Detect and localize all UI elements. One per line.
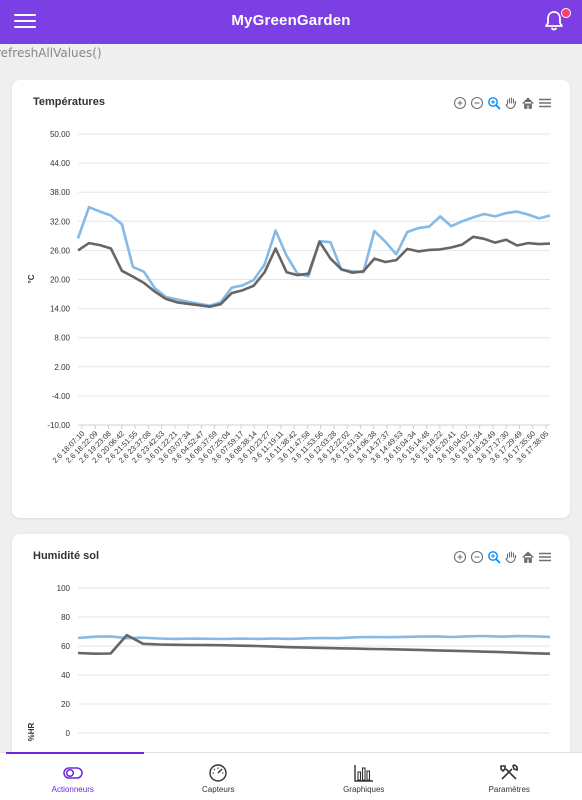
y-tick-label: 20	[61, 700, 70, 709]
hamburger-menu-icon[interactable]	[14, 14, 36, 30]
nav-tab-graphiques[interactable]: Graphiques	[291, 753, 437, 800]
y-tick-label: 40	[61, 671, 70, 680]
nav-tab-label: Actionneurs	[51, 785, 94, 794]
zoom-in-icon[interactable]	[453, 96, 467, 110]
y-tick-label: -4.00	[52, 392, 71, 401]
bottom-navigation: Actionneurs Capteurs Graphiques Paramètr…	[0, 752, 582, 800]
app-title: MyGreenGarden	[231, 12, 351, 29]
nav-tab-label: Graphiques	[343, 785, 385, 794]
notification-button[interactable]	[544, 8, 571, 34]
app-header: MyGreenGarden	[0, 0, 582, 44]
bar-chart-icon	[354, 765, 373, 782]
toggle-icon	[63, 767, 83, 779]
temperature-chart-card: Températures 50.00 44.00 38.00 32.00 26.00 20…	[12, 80, 570, 518]
tools-icon	[500, 764, 519, 780]
y-tick-label: 50.00	[50, 130, 71, 139]
home-reset-icon[interactable]	[521, 96, 535, 110]
debug-text: refreshAllValues()	[0, 46, 102, 60]
chart-toolbar	[453, 550, 552, 564]
series-line	[77, 633, 551, 655]
y-tick-label: 44.00	[50, 159, 71, 168]
y-tick-label: 38.00	[50, 188, 71, 197]
pan-hand-icon[interactable]	[504, 550, 518, 564]
temperature-line-chart: 50.00 44.00 38.00 32.00 26.00 20.00 14.00 8.00 2…	[27, 130, 551, 465]
y-axis-label: °C	[27, 274, 36, 283]
nav-tab-actionneurs[interactable]: Actionneurs	[0, 752, 146, 800]
zoom-out-icon[interactable]	[470, 550, 484, 564]
home-reset-icon[interactable]	[521, 550, 535, 564]
pan-hand-icon[interactable]	[504, 96, 518, 110]
y-tick-label: 2.00	[54, 363, 70, 372]
y-tick-label: 20.00	[50, 276, 71, 285]
magnifier-zoom-icon[interactable]	[487, 550, 501, 564]
nav-tab-label: Paramètres	[488, 785, 530, 794]
bell-icon	[545, 11, 563, 31]
humidity-line-chart: 100 80 60 40 20 0 %HR	[27, 584, 551, 741]
y-axis-label: %HR	[27, 722, 36, 741]
nav-tab-parametres[interactable]: Paramètres	[437, 753, 582, 800]
chart-title: Températures	[33, 96, 105, 108]
humidity-chart-card: Humidité sol 100 80 60 40 20 0 %HR	[12, 534, 570, 764]
y-tick-label: 80	[61, 613, 70, 622]
y-tick-label: 8.00	[54, 334, 70, 343]
magnifier-zoom-icon[interactable]	[487, 96, 501, 110]
y-tick-label: 32.00	[50, 217, 71, 226]
y-tick-label: 14.00	[50, 305, 71, 314]
y-tick-label: 0	[66, 729, 71, 738]
gauge-icon	[209, 764, 227, 782]
nav-tab-capteurs[interactable]: Capteurs	[146, 753, 292, 800]
y-tick-label: 100	[57, 584, 71, 593]
chart-toolbar	[453, 96, 552, 110]
menu-icon[interactable]	[538, 550, 552, 564]
series-line	[77, 634, 551, 641]
zoom-out-icon[interactable]	[470, 96, 484, 110]
y-tick-label: 60	[61, 642, 70, 651]
menu-icon[interactable]	[538, 96, 552, 110]
zoom-in-icon[interactable]	[453, 550, 467, 564]
y-tick-label: 26.00	[50, 246, 71, 255]
notification-badge	[561, 8, 571, 18]
series-line	[77, 235, 551, 308]
y-tick-label: -10.00	[47, 421, 70, 430]
nav-tab-label: Capteurs	[202, 785, 235, 794]
chart-title: Humidité sol	[33, 550, 100, 562]
